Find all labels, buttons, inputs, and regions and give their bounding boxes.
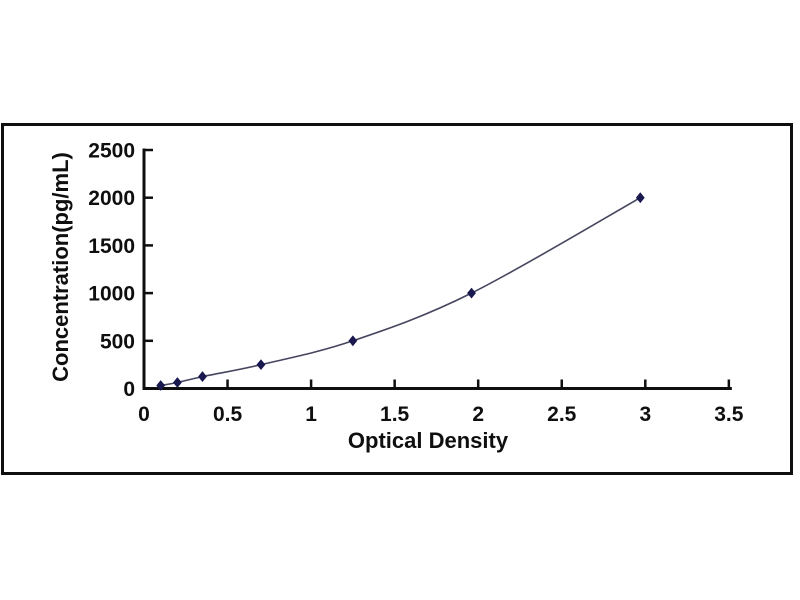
y-tick-label: 2500: [88, 140, 135, 163]
x-tick-label: 0: [138, 403, 150, 426]
chart-frame: 0 0.5 1 1.5 2 2.5 3 3.5 0 500 1000 1500 2000 2500 Con…: [1, 123, 793, 475]
y-tick-label: 0: [123, 378, 135, 401]
data-point-marker: [467, 287, 476, 299]
y-tick-label: 1500: [88, 235, 135, 258]
x-tick-label: 2.5: [547, 403, 577, 426]
data-point-marker: [198, 371, 207, 382]
data-point-marker: [173, 377, 182, 388]
x-tick-label: 0.5: [213, 403, 243, 426]
y-axis-title: Concentration(pg/mL): [48, 152, 73, 382]
data-point-marker: [348, 335, 358, 347]
standard-curve-plot: 0 0.5 1 1.5 2 2.5 3 3.5 0 500 1000 1500 2000 2500: [88, 140, 744, 427]
y-tick-label: 2000: [88, 187, 135, 210]
x-axis-title: Optical Density: [347, 428, 509, 453]
x-tick-label: 1.5: [380, 403, 410, 426]
y-tick-label: 1000: [88, 283, 135, 306]
data-point-marker: [156, 380, 166, 391]
y-tick-label: 500: [100, 330, 135, 353]
data-point-marker: [256, 359, 266, 371]
standard-curve-line: [160, 197, 641, 387]
data-point-marker: [635, 192, 645, 204]
x-tick-label: 2: [472, 403, 484, 426]
x-tick-label: 3: [639, 403, 651, 426]
x-tick-label: 3.5: [714, 403, 744, 426]
x-tick-label: 1: [305, 403, 317, 426]
